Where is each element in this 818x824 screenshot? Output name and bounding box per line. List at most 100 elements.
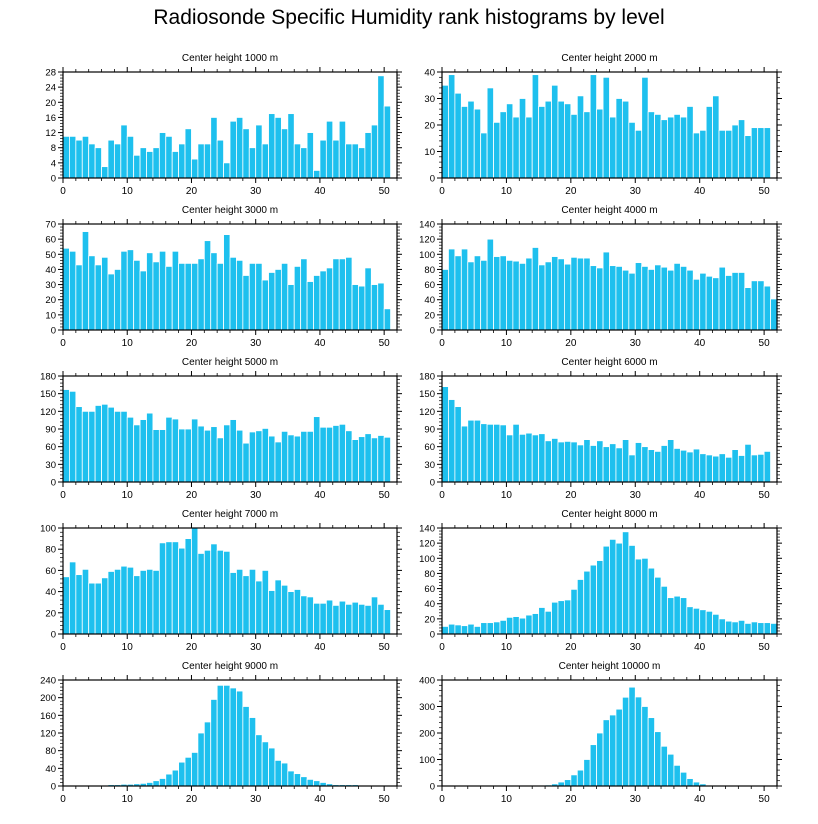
x-tick-label: 50 xyxy=(379,490,391,501)
histogram-bar xyxy=(197,553,205,635)
histogram-bar xyxy=(133,424,141,483)
histogram-bar xyxy=(165,541,173,635)
histogram-bar xyxy=(692,278,701,331)
histogram-bar xyxy=(146,412,154,483)
histogram-bar xyxy=(101,166,109,179)
x-tick-label: 40 xyxy=(694,338,706,349)
histogram-bar xyxy=(686,269,694,331)
histogram-bar xyxy=(300,258,308,331)
histogram-bar xyxy=(88,255,96,331)
histogram-bar xyxy=(725,620,733,635)
histogram-bar xyxy=(133,259,141,331)
x-tick-label: 10 xyxy=(122,794,134,805)
histogram-bar xyxy=(293,143,302,179)
histogram-bar xyxy=(255,262,263,331)
histogram-bar xyxy=(229,572,237,635)
histogram-bar xyxy=(223,162,231,179)
histogram-bar xyxy=(454,255,462,331)
x-tick-label: 0 xyxy=(439,338,445,349)
histogram-bar xyxy=(358,603,366,635)
histogram-bar xyxy=(248,431,257,483)
histogram-bar xyxy=(602,545,610,635)
histogram-bar xyxy=(88,582,96,635)
histogram-bar xyxy=(737,272,746,331)
histogram-bar xyxy=(306,596,314,635)
histogram-bar xyxy=(448,399,456,483)
histogram-bar xyxy=(351,284,359,331)
histogram-bar xyxy=(261,143,269,179)
histogram-bar xyxy=(293,773,302,787)
histogram-bar xyxy=(325,599,334,635)
histogram-bar xyxy=(165,135,173,179)
histogram-bar xyxy=(531,434,540,483)
x-tick-label: 50 xyxy=(379,794,391,805)
y-tick-label: 0 xyxy=(51,630,56,641)
histogram-bar xyxy=(538,607,546,635)
x-tick-label: 10 xyxy=(501,186,513,197)
histogram-bar xyxy=(557,600,565,635)
histogram-bar xyxy=(197,732,205,787)
histogram-bar xyxy=(223,234,231,331)
x-tick-label: 0 xyxy=(439,490,445,501)
histogram-bar xyxy=(178,143,186,179)
histogram-bar xyxy=(248,262,257,331)
histogram-bar xyxy=(718,453,726,483)
histogram-bar xyxy=(191,752,199,787)
histogram-bar xyxy=(750,280,759,331)
x-tick-label: 40 xyxy=(314,338,326,349)
x-tick-label: 30 xyxy=(250,338,262,349)
histogram-bar xyxy=(473,419,482,483)
histogram-bar xyxy=(506,103,514,179)
panel-title: Center height 9000 m xyxy=(182,661,278,672)
histogram-bar xyxy=(467,419,475,483)
histogram-bar xyxy=(647,269,655,331)
histogram-bar xyxy=(171,250,180,331)
histogram-bar xyxy=(538,106,546,179)
x-tick-label: 20 xyxy=(565,186,577,197)
histogram-bar xyxy=(705,454,713,483)
histogram-bar xyxy=(596,440,604,483)
histogram-bar xyxy=(570,441,578,483)
histogram-bar xyxy=(634,262,643,331)
histogram-bar xyxy=(448,248,456,331)
histogram-bar xyxy=(319,270,327,331)
histogram-bar xyxy=(242,128,250,179)
histogram-bar xyxy=(731,124,739,179)
histogram-bar xyxy=(570,114,578,179)
histogram-bar xyxy=(731,449,739,483)
x-tick-label: 50 xyxy=(379,186,391,197)
histogram-bar xyxy=(113,568,122,635)
x-tick-label: 20 xyxy=(186,490,198,501)
histogram-bar xyxy=(589,744,598,787)
histogram-bar xyxy=(647,111,655,179)
histogram-bar xyxy=(126,135,135,179)
histogram-bar xyxy=(725,275,733,331)
histogram-bar xyxy=(531,247,540,331)
histogram-bar xyxy=(744,287,752,331)
histogram-bar xyxy=(319,139,327,179)
histogram-bar xyxy=(615,542,623,635)
histogram-bar xyxy=(81,568,90,635)
histogram-bar xyxy=(248,568,257,635)
histogram-bar xyxy=(197,425,205,483)
histogram-bar xyxy=(609,116,617,179)
histogram-bar xyxy=(255,580,263,635)
histogram-bar xyxy=(146,568,154,635)
histogram-bar xyxy=(319,602,327,635)
y-tick-label: 40 xyxy=(424,295,435,306)
histogram-bar xyxy=(75,406,83,483)
y-tick-label: 12 xyxy=(45,128,56,139)
histogram-bar xyxy=(667,597,675,635)
histogram-bar xyxy=(133,575,141,635)
histogram-bar xyxy=(229,120,237,179)
y-tick-label: 24 xyxy=(45,83,56,94)
y-tick-label: 120 xyxy=(419,407,435,418)
histogram-bar xyxy=(274,269,282,331)
y-tick-label: 60 xyxy=(424,442,435,453)
histogram-bar xyxy=(602,719,610,787)
histogram-bar xyxy=(473,255,482,331)
histogram-bar xyxy=(280,762,289,787)
x-tick-label: 50 xyxy=(759,186,771,197)
y-tick-label: 10 xyxy=(424,147,435,158)
x-tick-label: 40 xyxy=(694,490,706,501)
